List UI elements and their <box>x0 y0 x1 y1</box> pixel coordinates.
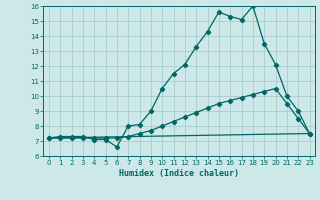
X-axis label: Humidex (Indice chaleur): Humidex (Indice chaleur) <box>119 169 239 178</box>
